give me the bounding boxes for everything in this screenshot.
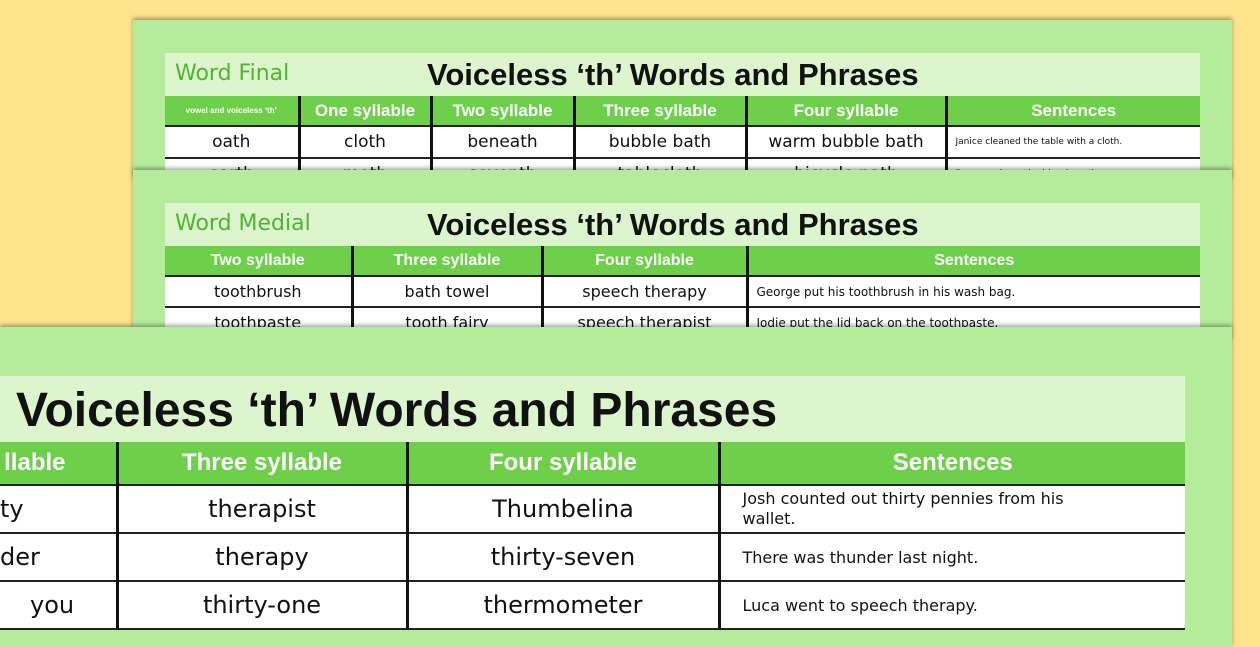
subtitle: Word Medial — [175, 211, 311, 236]
cell: therapist — [115, 484, 409, 534]
column-header: Three syllable — [115, 442, 409, 486]
sentence-cell: George put his toothbrush in his wash ba… — [745, 275, 1200, 308]
sentence-cell: Josh counted out thirty pennies from his… — [717, 484, 1185, 534]
cell: speech therapy — [540, 275, 749, 308]
cell: oath — [165, 125, 301, 159]
word-table: llable Three syllable Four syllable Sent… — [0, 442, 1185, 630]
column-header: Two syllable — [429, 96, 576, 127]
cell: thirty-one — [115, 580, 409, 630]
title-band: Word Medial Voiceless ‘th’ Words and Phr… — [165, 203, 1200, 246]
column-header: Three syllable — [350, 246, 544, 277]
cell: therapy — [115, 532, 409, 582]
column-header: Two syllable — [165, 246, 354, 277]
column-header: Sentences — [944, 96, 1200, 127]
table-row: ty therapist Thumbelina Josh counted out… — [0, 484, 1185, 534]
table-row: oath cloth beneath bubble bath warm bubb… — [165, 125, 1200, 159]
cell: toothbrush — [165, 275, 354, 308]
sentence-cell: There was thunder last night. — [717, 532, 1185, 582]
worksheet-word-final: Word Final Voiceless ‘th’ Words and Phra… — [133, 20, 1232, 180]
table-row: you thirty-one thermometer Luca went to … — [0, 580, 1185, 630]
worksheet-front: Voiceless ‘th’ Words and Phrases llable … — [0, 327, 1232, 647]
subtitle: Word Final — [175, 61, 290, 86]
worksheet-title: Voiceless ‘th’ Words and Phrases — [427, 207, 919, 242]
column-header: vowel and voiceless ‘th’ — [165, 96, 301, 127]
worksheet-title: Voiceless ‘th’ Words and Phrases — [427, 57, 919, 92]
column-header: llable — [0, 442, 119, 486]
sentence-cell: Janice cleaned the table with a cloth. — [944, 125, 1200, 159]
cell: bubble bath — [572, 125, 748, 159]
table-row: der therapy thirty-seven There was thund… — [0, 532, 1185, 582]
cell: bath towel — [350, 275, 544, 308]
title-band: Word Final Voiceless ‘th’ Words and Phra… — [165, 53, 1200, 96]
cell: you — [0, 580, 119, 630]
column-header: Sentences — [717, 442, 1185, 486]
worksheet-word-medial: Word Medial Voiceless ‘th’ Words and Phr… — [133, 170, 1232, 340]
cell: Thumbelina — [405, 484, 721, 534]
column-header: Four syllable — [405, 442, 721, 486]
cell: cloth — [297, 125, 433, 159]
column-header: Three syllable — [572, 96, 748, 127]
column-header: Sentences — [745, 246, 1200, 277]
cell: warm bubble bath — [744, 125, 948, 159]
column-header: One syllable — [297, 96, 433, 127]
cell: thirty-seven — [405, 532, 721, 582]
table-row: toothbrush bath towel speech therapy Geo… — [165, 275, 1200, 308]
cell: ty — [0, 484, 119, 534]
cell: thermometer — [405, 580, 721, 630]
worksheet-title: Voiceless ‘th’ Words and Phrases — [16, 384, 778, 437]
cell: beneath — [429, 125, 576, 159]
column-header: Four syllable — [540, 246, 749, 277]
title-band: Voiceless ‘th’ Words and Phrases — [0, 376, 1185, 442]
column-header: Four syllable — [744, 96, 948, 127]
sentence-cell: Luca went to speech therapy. — [717, 580, 1185, 630]
word-table: Two syllable Three syllable Four syllabl… — [165, 246, 1200, 339]
word-table: vowel and voiceless ‘th’ One syllable Tw… — [165, 96, 1200, 180]
cell: der — [0, 532, 119, 582]
